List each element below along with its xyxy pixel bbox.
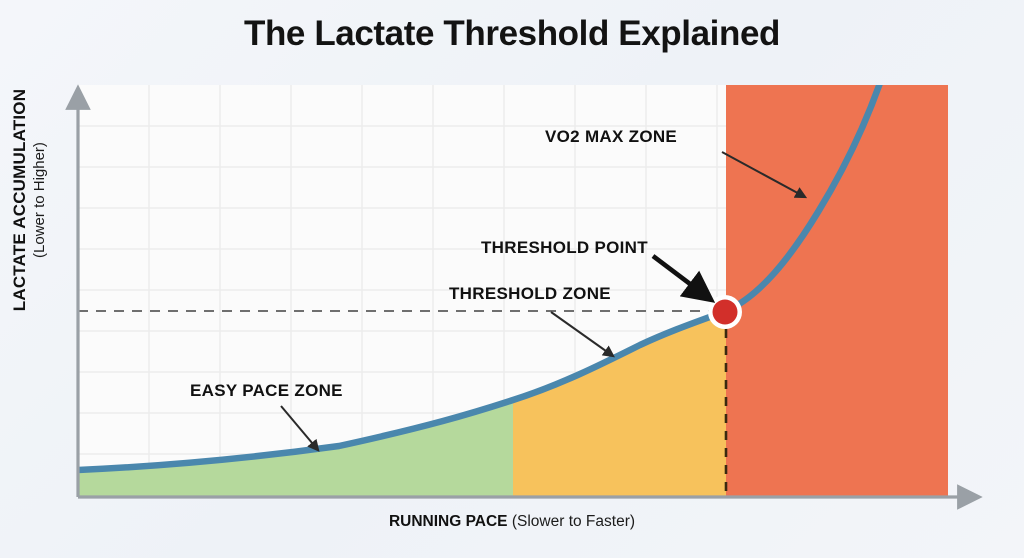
x-axis-label-main: RUNNING PACE [388,513,508,530]
threshold-zone-arrow [550,311,615,358]
threshold-point-marker [712,299,738,325]
annotation-threshold-zone: THRESHOLD ZONE [449,284,611,303]
annotation-vo2-max-zone: VO2 MAX ZONE [545,127,678,146]
vo2-max-zone-arrow [721,151,808,199]
annotation-easy-pace-zone: EASY PACE ZONE [190,381,343,400]
x-axis-label: RUNNING PACE (Slower to Faster) [0,513,1024,531]
lactate-curve [78,85,883,474]
threshold-zone-fill [513,311,726,497]
zone-fills [78,85,948,497]
easy-pace-zone-fill [78,400,513,497]
threshold-point-arrow [651,254,716,303]
annotation-threshold-point: THRESHOLD POINT [481,238,648,257]
vo2-max-zone-fill [726,85,948,497]
x-axis-label-sub: (Slower to Faster) [511,513,636,530]
page-title: The Lactate Threshold Explained [243,14,781,53]
easy-pace-zone-arrow [280,405,320,452]
